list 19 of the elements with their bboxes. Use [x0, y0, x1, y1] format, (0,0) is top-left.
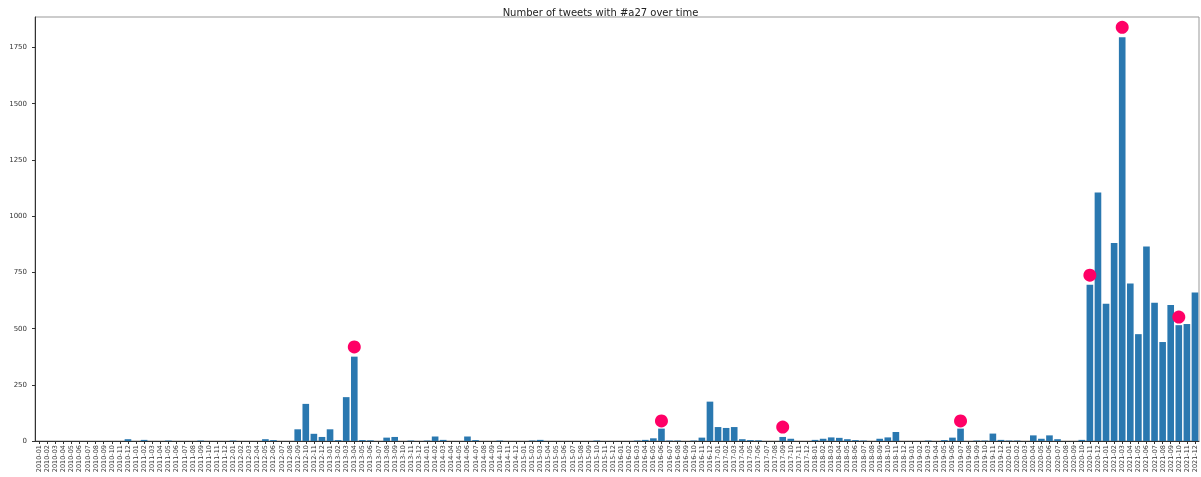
chart-title: Number of tweets with #a27 over time: [502, 6, 699, 18]
bar: [706, 401, 714, 441]
bar: [1102, 303, 1110, 441]
point: [654, 414, 668, 428]
bar: [892, 432, 900, 441]
bar: [1110, 243, 1118, 441]
point: [1115, 20, 1129, 34]
bar: [326, 429, 334, 441]
bar: [1086, 284, 1094, 441]
bar: [1191, 292, 1199, 441]
bar: [1183, 324, 1191, 441]
point: [347, 340, 361, 354]
bar: [714, 427, 722, 441]
bar: [1094, 192, 1102, 441]
point: [1083, 268, 1097, 282]
point: [954, 414, 968, 428]
point: [1172, 310, 1186, 324]
bar: [722, 427, 730, 441]
point: [776, 420, 790, 434]
